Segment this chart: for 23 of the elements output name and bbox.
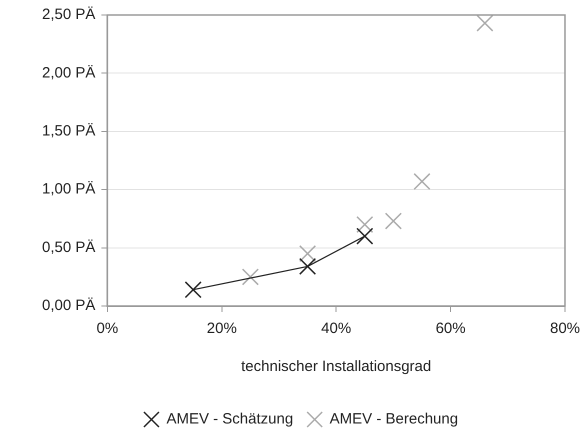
point — [242, 268, 259, 286]
point — [356, 216, 374, 234]
x-tick-label: 60% — [436, 320, 466, 338]
legend-label: AMEV - Berechung — [330, 410, 458, 428]
y-tick-label: 1,00 PÄ — [42, 180, 96, 198]
point — [184, 281, 202, 298]
y-tick-label: 0,00 PÄ — [42, 297, 96, 314]
x-tick-label: 80% — [550, 320, 580, 338]
point — [356, 228, 374, 245]
x-axis-title: technischer Installationsgrad — [241, 358, 432, 376]
x-tick-label: 0% — [96, 320, 118, 338]
point — [299, 258, 316, 275]
y-tick-label: 2,50 PÄ — [42, 6, 96, 24]
y-tick-label: 2,00 PÄ — [42, 64, 96, 82]
y-tick-label: 1,50 PÄ — [42, 122, 96, 140]
point — [299, 245, 316, 262]
x-tick-label: 40% — [321, 320, 352, 338]
point — [384, 212, 402, 230]
legend-label: AMEV - Schätzung — [166, 410, 294, 428]
point — [413, 172, 431, 190]
y-tick-label: 0,50 PÄ — [42, 238, 96, 256]
point — [476, 15, 494, 32]
x-tick-label: 20% — [206, 320, 237, 338]
